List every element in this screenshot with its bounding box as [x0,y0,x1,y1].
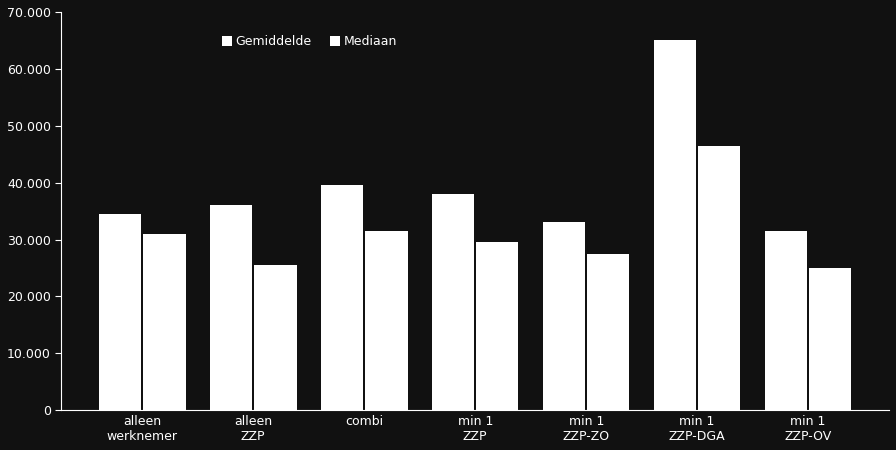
Legend: Gemiddelde, Mediaan: Gemiddelde, Mediaan [217,30,402,53]
Bar [543,222,585,410]
Bar [654,40,696,410]
Bar [210,205,252,410]
Bar [765,231,807,410]
Bar [809,268,851,410]
Bar [143,234,185,410]
Bar [254,265,297,410]
Bar [477,243,519,410]
Bar [587,254,630,410]
Bar [99,214,142,410]
Bar [698,146,740,410]
Bar [321,185,363,410]
Bar [432,194,474,410]
Bar [366,231,408,410]
